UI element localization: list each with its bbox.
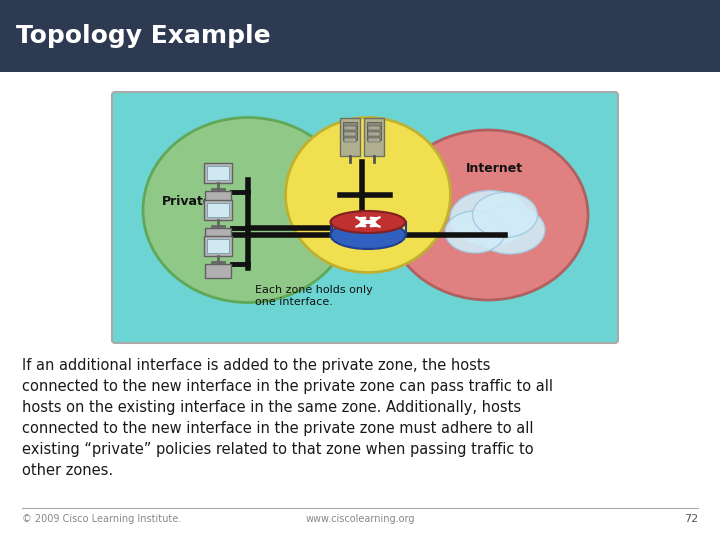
FancyBboxPatch shape xyxy=(368,132,380,136)
FancyBboxPatch shape xyxy=(344,132,356,136)
Ellipse shape xyxy=(388,130,588,300)
FancyBboxPatch shape xyxy=(340,118,360,156)
Ellipse shape xyxy=(330,211,405,233)
Ellipse shape xyxy=(445,211,505,253)
FancyBboxPatch shape xyxy=(344,138,356,142)
FancyBboxPatch shape xyxy=(204,163,232,183)
FancyBboxPatch shape xyxy=(368,126,380,130)
FancyBboxPatch shape xyxy=(367,122,381,140)
FancyBboxPatch shape xyxy=(0,0,720,72)
FancyBboxPatch shape xyxy=(204,200,232,220)
Text: Topology Example: Topology Example xyxy=(16,24,271,48)
Text: www.ciscolearning.org: www.ciscolearning.org xyxy=(305,514,415,524)
FancyBboxPatch shape xyxy=(207,166,229,180)
FancyBboxPatch shape xyxy=(368,138,380,142)
Text: Internet: Internet xyxy=(466,162,523,175)
FancyBboxPatch shape xyxy=(364,118,384,156)
FancyBboxPatch shape xyxy=(205,264,231,278)
Ellipse shape xyxy=(450,191,530,246)
Ellipse shape xyxy=(475,206,545,254)
Text: If an additional interface is added to the private zone, the hosts
connected to : If an additional interface is added to t… xyxy=(22,358,553,478)
FancyBboxPatch shape xyxy=(205,228,231,242)
FancyBboxPatch shape xyxy=(207,203,229,217)
FancyBboxPatch shape xyxy=(344,126,356,130)
FancyBboxPatch shape xyxy=(205,191,231,205)
Text: 72: 72 xyxy=(684,514,698,524)
Text: Each zone holds only
one interface.: Each zone holds only one interface. xyxy=(255,285,373,307)
Text: DMZ: DMZ xyxy=(350,218,382,231)
Text: Private: Private xyxy=(162,195,212,208)
Ellipse shape xyxy=(472,192,538,238)
FancyBboxPatch shape xyxy=(112,92,618,343)
Ellipse shape xyxy=(286,118,451,273)
Ellipse shape xyxy=(330,221,405,249)
Text: © 2009 Cisco Learning Institute.: © 2009 Cisco Learning Institute. xyxy=(22,514,181,524)
FancyBboxPatch shape xyxy=(343,122,357,140)
Ellipse shape xyxy=(143,118,353,302)
FancyBboxPatch shape xyxy=(204,236,232,256)
FancyBboxPatch shape xyxy=(207,239,229,253)
